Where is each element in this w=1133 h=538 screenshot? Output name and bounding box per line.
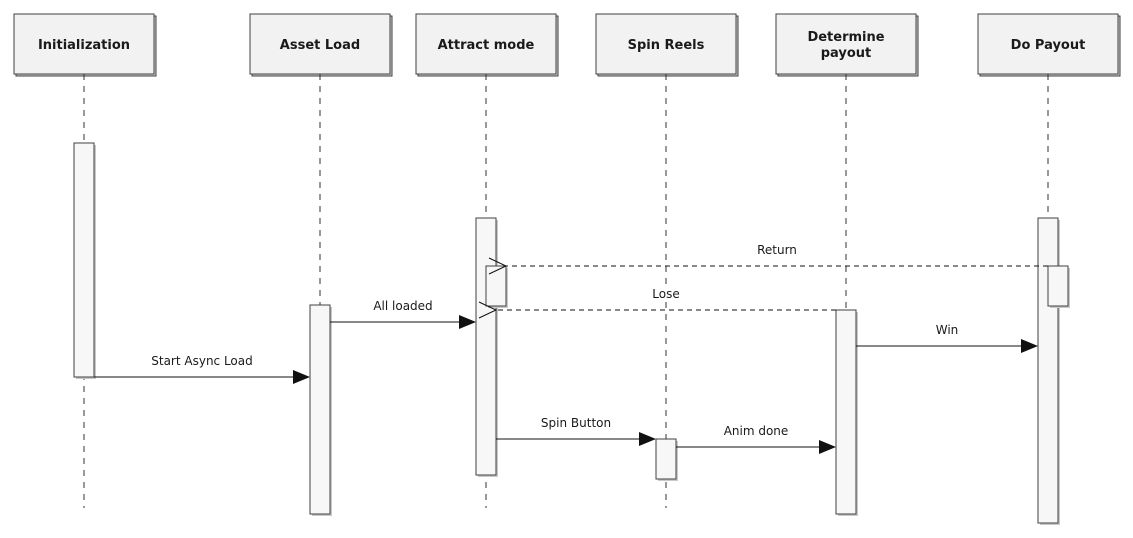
message-win: Win: [856, 323, 1038, 353]
filled-arrowhead-icon: [293, 370, 310, 384]
lifeline-title: Asset Load: [280, 38, 360, 53]
activation-bar-spin: [655, 438, 677, 480]
message-return: Return: [488, 243, 1048, 275]
label-background: [650, 287, 682, 301]
lifeline-box: [415, 13, 557, 75]
label-background: [371, 299, 435, 313]
lifeline-title: payout: [821, 46, 872, 61]
label-background: [149, 354, 255, 368]
filled-arrowhead-icon: [459, 315, 476, 329]
filled-arrowhead-icon: [639, 432, 656, 446]
filled-arrowhead-icon: [1021, 339, 1038, 353]
activation-bar-payout: [1037, 217, 1059, 524]
lifeline-title: Do Payout: [1011, 38, 1086, 53]
message-label: Start Async Load: [151, 354, 253, 368]
message-label: Anim done: [724, 424, 789, 438]
label-background: [538, 416, 614, 430]
message-label: Lose: [652, 287, 679, 301]
lifeline-title: Attract mode: [438, 38, 535, 53]
lifeline-attract: Attract mode: [415, 13, 559, 77]
lifeline-box: [13, 13, 155, 75]
message-label: Win: [936, 323, 959, 337]
filled-arrowhead-icon: [819, 440, 836, 454]
message-anim-done: Anim done: [676, 424, 836, 454]
message-lose: Lose: [478, 287, 836, 319]
open-arrowhead-icon: [488, 257, 508, 275]
label-background: [933, 323, 961, 337]
lifeline-spin: Spin Reels: [595, 13, 739, 77]
lifeline-payout: Do Payout: [977, 13, 1121, 77]
lifeline-box: [249, 13, 391, 75]
activation-bar-attract: [475, 217, 497, 476]
activation-bar-init: [73, 142, 95, 378]
message-spin-button: Spin Button: [496, 416, 656, 446]
activation-bar-payout_det: [835, 309, 857, 515]
lifeline-box: [977, 13, 1119, 75]
activation-bar-asset: [309, 304, 331, 515]
label-background: [755, 243, 799, 257]
activation-bar-attract: [485, 265, 507, 307]
activation-bar-payout: [1047, 265, 1069, 307]
message-label: Return: [757, 243, 797, 257]
message-label: All loaded: [373, 299, 432, 313]
lifeline-title: Initialization: [38, 38, 130, 53]
lifeline-init: Initialization: [13, 13, 157, 77]
message-all-loaded: All loaded: [330, 299, 476, 329]
lifeline-asset: Asset Load: [249, 13, 393, 77]
open-arrowhead-icon: [478, 301, 498, 319]
message-label: Spin Button: [541, 416, 611, 430]
lifeline-box: [775, 13, 917, 75]
lifeline-title: Spin Reels: [628, 38, 705, 53]
lifeline-title: Determine: [807, 30, 884, 45]
label-background: [721, 424, 791, 438]
lifeline-box: [595, 13, 737, 75]
message-start-async-load: Start Async Load: [94, 354, 310, 384]
